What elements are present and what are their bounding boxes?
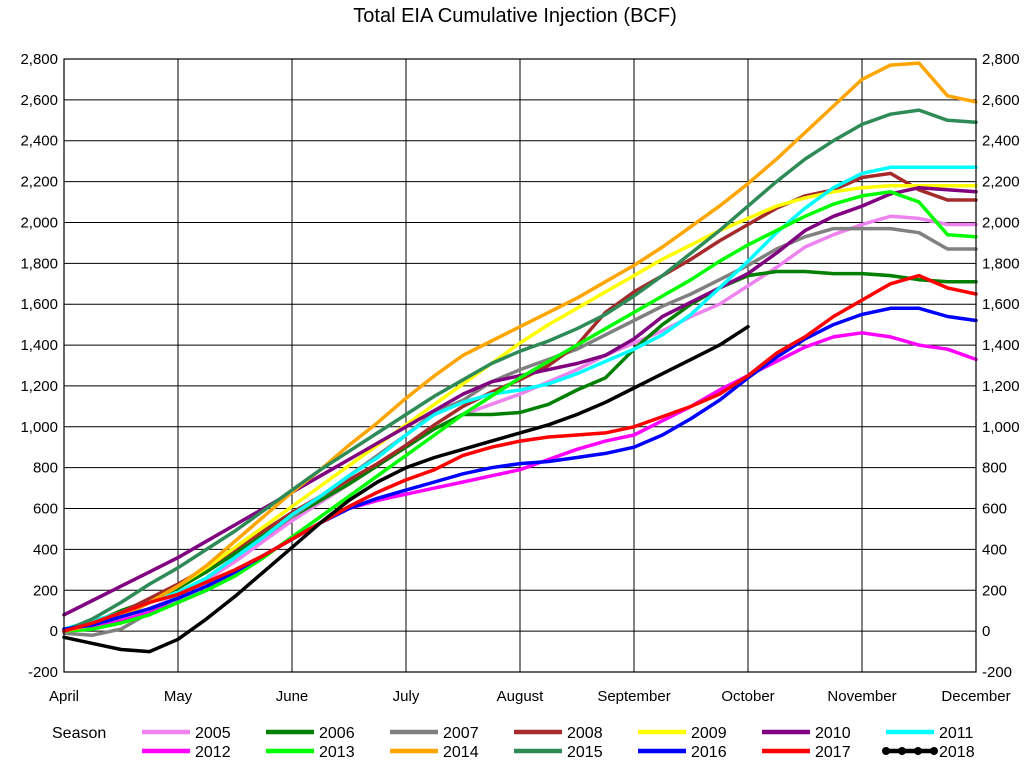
series-line-2013 [62, 190, 978, 633]
legend-label-2009: 2009 [691, 725, 727, 742]
y-tick-label-right: 2,200 [982, 174, 1020, 191]
x-tick-label: May [164, 688, 193, 705]
x-tick-label: December [941, 688, 1010, 705]
series-line-2015 [62, 108, 978, 633]
y-tick-label-left: 0 [50, 623, 58, 640]
x-tick-label: June [276, 688, 309, 705]
legend-label-2014: 2014 [443, 744, 479, 761]
x-tick-label: October [721, 688, 774, 705]
y-tick-label-right: 2,600 [982, 92, 1020, 109]
legend: Season 2005 2006 2007 2008 2009 2010 2011 2012 20… [52, 725, 975, 761]
y-tick-label-right: -200 [982, 664, 1012, 681]
series-line-2017 [62, 273, 978, 633]
legend-title: Season [52, 725, 106, 742]
y-tick-label-right: 400 [982, 541, 1007, 558]
y-tick-label-left: 2,200 [20, 174, 58, 191]
y-tick-label-right: 200 [982, 582, 1007, 599]
y-tick-label-left: 400 [33, 541, 58, 558]
y-tick-label-left: 1,400 [20, 337, 58, 354]
y-tick-label-left: 2,400 [20, 133, 58, 150]
y-tick-label-right: 1,800 [982, 255, 1020, 272]
x-tick-label: September [597, 688, 670, 705]
y-tick-label-left: 1,600 [20, 296, 58, 313]
y-tick-label-right: 800 [982, 460, 1007, 477]
series-line-2006 [62, 269, 978, 633]
legend-label-2011: 2011 [939, 725, 974, 742]
plot-border [63, 58, 977, 673]
legend-label-2005: 2005 [195, 725, 231, 742]
y-tick-label-left: 1,800 [20, 255, 58, 272]
y-tick-label-left: 1,000 [20, 419, 58, 436]
series-line-2010 [62, 185, 978, 617]
y-tick-label-left: 2,600 [20, 92, 58, 109]
y-tick-label-left: 2,000 [20, 214, 58, 231]
y-tick-label-right: 2,400 [982, 133, 1020, 150]
y-tick-label-right: 2,000 [982, 214, 1020, 231]
y-tick-label-right: 1,400 [982, 337, 1020, 354]
x-tick-label: August [497, 688, 545, 705]
legend-label-2006: 2006 [319, 725, 355, 742]
legend-label-2017: 2017 [815, 744, 851, 761]
legend-marker-2018 [882, 747, 890, 755]
legend-marker-2018 [914, 747, 922, 755]
y-tick-label-right: 0 [982, 623, 990, 640]
series-line-2014 [62, 61, 978, 633]
legend-label-2013: 2013 [319, 744, 355, 761]
legend-marker-2018 [930, 747, 938, 755]
x-tick-label: November [827, 688, 896, 705]
legend-label-2008: 2008 [567, 725, 603, 742]
y-tick-label-right: 600 [982, 501, 1007, 518]
x-tick-label: April [49, 688, 79, 705]
y-tick-label-right: 2,800 [982, 51, 1020, 68]
legend-label-2018: 2018 [939, 744, 975, 761]
y-tick-label-left: -200 [28, 664, 58, 681]
y-tick-label-left: 800 [33, 460, 58, 477]
y-tick-label-left: 1,200 [20, 378, 58, 395]
x-tick-label: July [393, 688, 420, 705]
legend-label-2010: 2010 [815, 725, 851, 742]
y-tick-label-left: 600 [33, 501, 58, 518]
y-tick-label-right: 1,200 [982, 378, 1020, 395]
series-line-2016 [62, 306, 978, 631]
series-line-2018 [62, 324, 750, 654]
chart-title: Total EIA Cumulative Injection (BCF) [353, 5, 676, 27]
series-line-2011 [62, 165, 978, 631]
legend-label-2015: 2015 [567, 744, 603, 761]
legend-label-2016: 2016 [691, 744, 727, 761]
series-line-2005 [62, 214, 978, 633]
y-tick-label-left: 2,800 [20, 51, 58, 68]
y-tick-label-right: 1,600 [982, 296, 1020, 313]
legend-label-2012: 2012 [195, 744, 231, 761]
legend-marker-2018 [898, 747, 906, 755]
axes: -200 -200 0 0 200 200 400 400 600 600 800 800 1,000 1… [20, 51, 1019, 705]
series-lines [62, 61, 978, 654]
legend-label-2007: 2007 [443, 725, 479, 742]
y-tick-label-left: 200 [33, 582, 58, 599]
y-tick-label-right: 1,000 [982, 419, 1020, 436]
